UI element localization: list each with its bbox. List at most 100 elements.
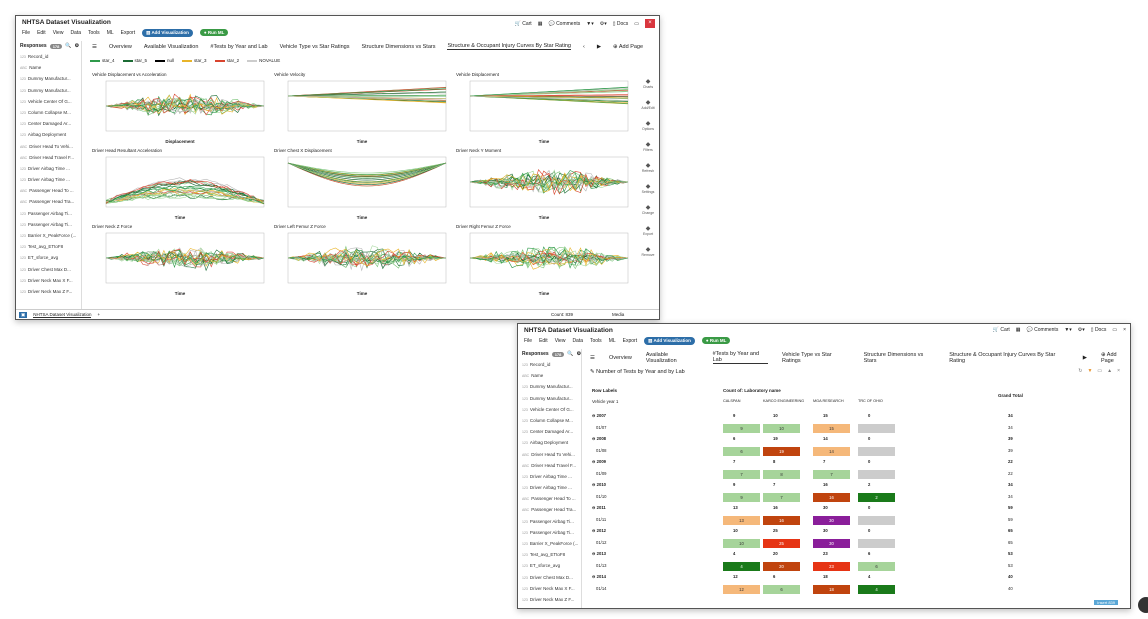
hamburger-icon[interactable]: ☰ — [92, 43, 97, 50]
menu-ml[interactable]: ML — [106, 29, 114, 36]
chart-panel[interactable]: Vehicle Displacement vs Acceleration Disp… — [90, 71, 270, 145]
menu-view-2[interactable]: View — [554, 337, 566, 344]
close-icon-2[interactable]: × — [1123, 327, 1126, 333]
year-row[interactable]: ⊖ 2008 6 19 14 0 39 — [588, 434, 1122, 446]
menu-ml-2[interactable]: ML — [608, 337, 616, 344]
year-row[interactable]: ⊖ 2010 9 7 16 2 34 — [588, 480, 1122, 492]
field-item[interactable]: 123 Passenger Airbag Ti... — [518, 527, 581, 538]
field-item[interactable]: ABC Passenger Head To ... — [16, 185, 81, 196]
chart-panel[interactable]: Vehicle Displacement Time — [454, 71, 634, 145]
filter-icon-3[interactable]: ▼ — [1087, 368, 1093, 374]
expand-icon[interactable]: ▭ — [1097, 368, 1103, 374]
search-icon-2[interactable]: 🔍 — [567, 351, 574, 357]
field-item[interactable]: ABC Driver Head To Vehi... — [518, 449, 581, 460]
menu-data-2[interactable]: Data — [572, 337, 583, 344]
field-item[interactable]: 123 Driver Chest Max D... — [16, 264, 81, 275]
field-item[interactable]: 123 ET_sforce_avg — [16, 252, 81, 263]
heat-cell[interactable]: 20 — [763, 561, 800, 571]
run-ml-button[interactable]: ● Run ML — [199, 29, 229, 36]
field-item[interactable]: ABC Passenger Head Tra... — [518, 504, 581, 515]
heat-cell[interactable]: 30 — [813, 515, 850, 525]
heat-cell[interactable]: 12 — [723, 584, 760, 594]
heat-cell[interactable]: 6 — [723, 446, 760, 456]
search-icon[interactable]: 🔍 — [65, 43, 72, 49]
tab-overview-2[interactable]: Overview — [608, 354, 632, 361]
tab-vehicle-type[interactable]: Vehicle Type vs Star Ratings — [279, 43, 350, 50]
year-row[interactable]: ⊖ 2011 13 16 30 0 59 — [588, 503, 1122, 515]
field-item[interactable]: 123 Barrier X_PeakForce (... — [16, 230, 81, 241]
heat-cell[interactable]: 14 — [813, 446, 850, 456]
tool-change-button[interactable]: ◆ Change — [641, 205, 655, 215]
add-sheet-icon[interactable]: + — [97, 312, 101, 317]
menu-edit[interactable]: Edit — [37, 29, 46, 36]
restore-icon[interactable]: ▭ — [634, 20, 639, 27]
legend-item[interactable]: star_2 — [214, 58, 239, 63]
heat-cell[interactable]: 4 — [723, 561, 760, 571]
field-item[interactable]: 123 Driver Neck Max X F... — [16, 275, 81, 286]
field-item[interactable]: ABC Name — [518, 370, 581, 381]
year-label[interactable]: ⊖ 2007 — [592, 413, 606, 418]
heat-cell[interactable]: 16 — [763, 515, 800, 525]
filter-icon[interactable]: ▼▾ — [586, 20, 594, 27]
field-item[interactable]: 123 Vehicle Center Of G... — [16, 96, 81, 107]
field-item[interactable]: 123 Record_id — [16, 51, 81, 62]
field-item[interactable]: 123 Barrier X_PeakForce (... — [518, 538, 581, 549]
chart-panel[interactable]: Driver Neck Y Moment Time — [454, 147, 634, 221]
year-label[interactable]: ⊖ 2014 — [592, 574, 606, 579]
field-item[interactable]: 123 Driver Airbag Time ... — [16, 174, 81, 185]
chart-panel[interactable]: Driver Left Femur Z Force Time — [272, 223, 452, 297]
add-visualization-button[interactable]: ▥ Add Visualization — [142, 28, 193, 37]
field-item[interactable]: 123 Test_avg_ETtoF8 — [518, 549, 581, 560]
field-item[interactable]: 123 Column Collapse M... — [518, 415, 581, 426]
menu-tools[interactable]: Tools — [88, 29, 100, 36]
heat-cell[interactable]: 10 — [723, 538, 760, 548]
docs-button-2[interactable]: ▯ Docs — [1090, 327, 1107, 333]
gear-icon[interactable]: ⚙▾ — [599, 20, 607, 27]
heat-cell[interactable]: 30 — [813, 538, 850, 548]
field-item[interactable]: 123 Vehicle Center Of G... — [518, 404, 581, 415]
field-item[interactable]: 123 Driver Neck Max Z F... — [518, 594, 581, 605]
tab-injury-curves-2[interactable]: Structure & Occupant Injury Curves By St… — [949, 351, 1056, 364]
heat-cell[interactable]: 9 — [723, 423, 760, 433]
legend-item[interactable]: NOVALUE — [247, 58, 280, 63]
year-label[interactable]: ⊖ 2009 — [592, 459, 606, 464]
field-item[interactable]: 123 Dummy Manufactur... — [16, 73, 81, 84]
year-row[interactable]: ⊖ 2013 4 20 23 6 53 — [588, 549, 1122, 561]
chart-panel[interactable]: Driver Chest X Displacement Time — [272, 147, 452, 221]
heat-cell[interactable]: 10 — [763, 423, 800, 433]
restore-icon-2[interactable]: ▭ — [1112, 327, 1118, 333]
tool-remove-button[interactable]: ◆ Remove — [641, 247, 655, 257]
close-panel-icon[interactable]: × — [1117, 368, 1120, 374]
heat-cell[interactable]: 13 — [723, 515, 760, 525]
cart-button-2[interactable]: 🛒 Cart — [992, 327, 1010, 333]
grid-icon[interactable]: ▦ — [537, 20, 543, 27]
cart-button[interactable]: 🛒 Cart — [514, 20, 532, 27]
docs-button[interactable]: ▯ Docs — [612, 20, 629, 27]
tab-tests-by-year-2[interactable]: #Tests by Year and Lab — [712, 351, 768, 364]
heat-cell[interactable]: 6 — [763, 584, 800, 594]
sheet-tab[interactable]: NHTSA Dataset Visualization — [33, 311, 92, 318]
heat-cell[interactable]: 9 — [723, 492, 760, 502]
media-button[interactable]: Media — [612, 312, 625, 317]
field-item[interactable]: 123 Passenger Airbag Ti... — [518, 516, 581, 527]
tab-overview[interactable]: Overview — [108, 43, 132, 50]
field-item[interactable]: ABC Driver Head To Vehi... — [16, 141, 81, 152]
heat-cell[interactable]: 23 — [813, 561, 850, 571]
field-item[interactable]: 123 Column Collapse M... — [16, 107, 81, 118]
heat-cell[interactable]: 4 — [858, 584, 895, 594]
heat-cell[interactable]: 7 — [813, 469, 850, 479]
tab-vehicle-type-2[interactable]: Vehicle Type vs Star Ratings — [781, 351, 832, 364]
grid-icon-2[interactable]: ▦ — [1015, 327, 1021, 333]
menu-export-2[interactable]: Export — [622, 337, 638, 344]
field-item[interactable]: 123 Driver Neck Max X F... — [518, 583, 581, 594]
close-icon[interactable]: × — [645, 19, 655, 28]
menu-file-2[interactable]: File — [524, 337, 533, 344]
field-item[interactable]: 123 Driver Airbag Time ... — [518, 482, 581, 493]
comments-button-2[interactable]: 💬 Comments — [1026, 327, 1059, 333]
play-icon-2[interactable]: ▶ — [1082, 354, 1087, 361]
menu-tools-2[interactable]: Tools — [590, 337, 602, 344]
legend-item[interactable]: star_4 — [90, 58, 115, 63]
chart-panel[interactable]: Driver Right Femur Z Force Time — [454, 223, 634, 297]
add-page-button-2[interactable]: ⊕ Add Page — [1100, 351, 1117, 364]
heat-cell[interactable]: 7 — [763, 492, 800, 502]
